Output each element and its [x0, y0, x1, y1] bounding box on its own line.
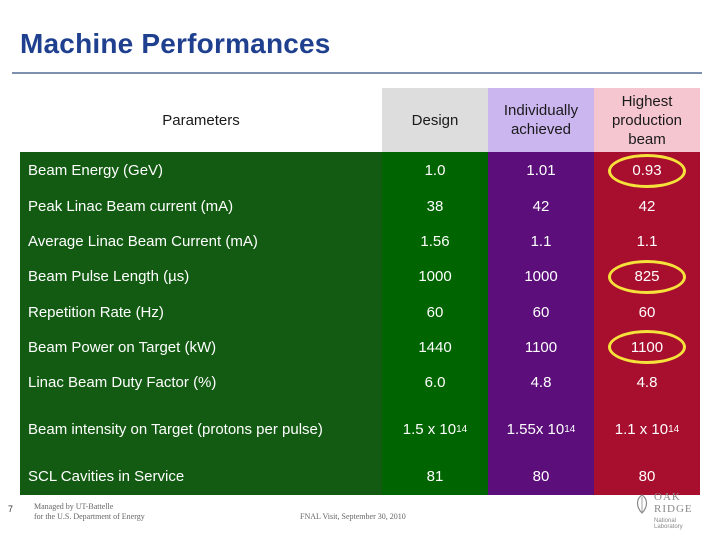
logo-subtitle: National Laboratory — [654, 518, 683, 530]
value-exponent: 14 — [668, 423, 680, 435]
row-design-value: 60 — [382, 294, 488, 330]
row-highest-value: 60 — [594, 294, 700, 330]
value-text: 1.1 — [636, 233, 658, 250]
footer-event: FNAL Visit, September 30, 2010 — [300, 512, 406, 521]
row-parameter-label: SCL Cavities in Service — [28, 468, 185, 485]
row-highest-value: 0.93 — [594, 152, 700, 189]
footer-managed: Managed by UT-Battelle for the U.S. Depa… — [34, 502, 145, 522]
value-text: 1.01 — [526, 162, 556, 179]
value-text: 80 — [638, 468, 656, 485]
title-rule — [12, 72, 702, 74]
value-text: 1.1 x 10 — [614, 420, 669, 438]
value-text: 1100 — [524, 338, 558, 356]
parameters-column-bg — [20, 152, 382, 495]
row-design-value: 81 — [382, 458, 488, 495]
value-text: 42 — [532, 198, 550, 215]
leaf-logo-icon — [636, 494, 648, 514]
design-column-bg — [382, 88, 488, 495]
value-text: 38 — [426, 198, 444, 215]
page-number: 7 — [8, 504, 14, 514]
row-individually-value: 1000 — [488, 259, 594, 294]
row-highest-value: 80 — [594, 458, 700, 495]
row-design-value: 1.0 — [382, 152, 488, 189]
header-parameters: Parameters — [162, 111, 240, 129]
value-text: 1440 — [418, 338, 452, 356]
design-header-bg — [382, 88, 488, 152]
slide-title: Machine Performances — [20, 28, 331, 59]
header-individually: Individually achieved — [503, 102, 579, 138]
value-text: 1.0 — [424, 162, 446, 179]
row-design-value: 38 — [382, 189, 488, 224]
row-parameter-label: Beam Power on Target (kW) — [28, 338, 217, 356]
footer-managed-line1: Managed by UT-Battelle — [34, 502, 114, 511]
value-text: 1.56 — [420, 233, 450, 250]
value-text: 81 — [426, 468, 444, 485]
row-highest-value: 825 — [594, 259, 700, 294]
row-highest-value: 1100 — [594, 330, 700, 364]
oak-ridge-logo: OAK RIDGE National Laboratory — [634, 490, 704, 530]
value-text: 1.1 — [530, 233, 552, 250]
value-text: 42 — [638, 198, 656, 215]
row-parameter-label: Beam Pulse Length (µs) — [28, 268, 190, 285]
value-exponent: 14 — [564, 423, 576, 435]
row-individually-value: 42 — [488, 189, 594, 224]
value-text: 60 — [426, 303, 444, 321]
individually-column-bg — [488, 88, 594, 495]
value-text: 1.55x 10 — [506, 420, 565, 438]
row-parameter-label: Linac Beam Duty Factor (%) — [28, 373, 217, 391]
row-individually-value: 1.55x 10 14 — [488, 400, 594, 458]
row-parameter-label: Average Linac Beam Current (mA) — [28, 233, 258, 250]
row-design-value: 1.56 — [382, 224, 488, 259]
row-parameter-label: Peak Linac Beam current (mA) — [28, 198, 234, 215]
row-parameter-label: Beam intensity on Target (protons per pu… — [28, 420, 323, 438]
row-individually-value: 60 — [488, 294, 594, 330]
logo-word-line1: OAK — [654, 491, 681, 503]
row-design-value: 6.0 — [382, 364, 488, 400]
header-highest: Highest production beam — [611, 92, 683, 148]
footer-managed-line2: for the U.S. Department of Energy — [34, 512, 145, 521]
individually-header-bg — [488, 88, 594, 152]
value-text: 1100 — [630, 338, 664, 356]
value-text: 1000 — [524, 268, 558, 285]
header-design: Design — [411, 111, 459, 129]
value-text: 4.8 — [636, 373, 658, 391]
row-design-value: 1440 — [382, 330, 488, 364]
value-text: 0.93 — [632, 162, 662, 179]
row-parameter-label: Repetition Rate (Hz) — [28, 303, 164, 321]
row-individually-value: 1.1 — [488, 224, 594, 259]
value-text: 80 — [532, 468, 550, 485]
value-text: 1.5 x 10 — [402, 420, 457, 438]
row-individually-value: 1100 — [488, 330, 594, 364]
value-text: 825 — [634, 268, 660, 285]
row-highest-value: 4.8 — [594, 364, 700, 400]
row-highest-value: 42 — [594, 189, 700, 224]
row-highest-value: 1.1 x 10 14 — [594, 400, 700, 458]
row-parameter-label: Beam Energy (GeV) — [28, 162, 164, 179]
row-individually-value: 80 — [488, 458, 594, 495]
parameters-header-bg — [20, 88, 382, 152]
row-individually-value: 1.01 — [488, 152, 594, 189]
value-text: 1000 — [418, 268, 452, 285]
row-design-value: 1000 — [382, 259, 488, 294]
value-text: 6.0 — [424, 373, 446, 391]
logo-word-line2: RIDGE — [654, 503, 693, 515]
row-highest-value: 1.1 — [594, 224, 700, 259]
value-text: 60 — [638, 303, 656, 321]
highest-header-bg — [594, 88, 700, 152]
row-individually-value: 4.8 — [488, 364, 594, 400]
row-design-value: 1.5 x 10 14 — [382, 400, 488, 458]
value-text: 4.8 — [530, 373, 552, 391]
value-exponent: 14 — [456, 423, 468, 435]
value-text: 60 — [532, 303, 550, 321]
